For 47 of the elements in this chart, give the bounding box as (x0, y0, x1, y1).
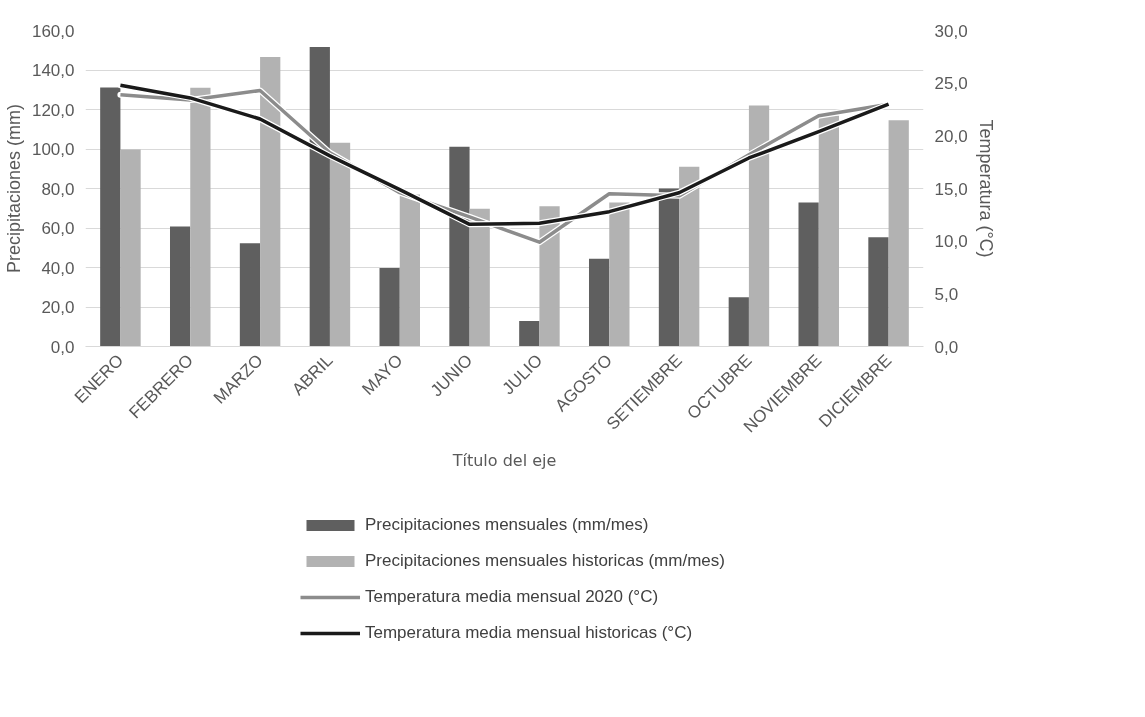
x-axis-title: Título del eje (451, 451, 557, 471)
y2-tick-label: 25,0 (934, 74, 968, 94)
bar (239, 243, 261, 347)
legend-label: Precipitaciones mensuales historicas (mm/mes) (365, 551, 725, 571)
bar (170, 226, 191, 347)
bar (449, 146, 470, 347)
bar (798, 202, 819, 347)
y2-tick-label: 10,0 (934, 232, 968, 252)
y-tick-label: 40,0 (41, 258, 75, 278)
legend-label: Precipitaciones mensuales (mm/mes) (365, 515, 649, 535)
y-tick-label: 20,0 (41, 298, 75, 317)
legend-label: Temperatura media mensual historicas (°C) (365, 623, 693, 643)
bar (190, 87, 211, 347)
bar (658, 188, 680, 347)
bar (260, 56, 281, 347)
y2-tick-label: 20,0 (934, 126, 968, 146)
y-tick-label: 80,0 (41, 179, 75, 199)
bar (379, 268, 400, 347)
bar (519, 321, 540, 347)
bar (589, 258, 610, 347)
y2-tick-label: 15,0 (934, 179, 968, 199)
bar (748, 105, 770, 347)
bar (728, 297, 749, 347)
bar (539, 206, 560, 347)
y2-tick-label: 0,0 (934, 337, 959, 357)
bar (329, 142, 351, 347)
y-axis-title: Precipitaciones (mm) (3, 103, 24, 274)
bar (868, 237, 889, 347)
bar (469, 208, 490, 347)
bar (818, 115, 839, 347)
y2-tick-label: 5,0 (934, 284, 959, 304)
y-tick-label: 100,0 (31, 140, 75, 159)
y-tick-label: 120,0 (31, 100, 75, 120)
y-tick-label: 60,0 (41, 219, 75, 238)
y2-axis-title: Temperatura (°C) (975, 119, 996, 258)
y-tick-label: 160,0 (31, 21, 75, 41)
bar (679, 166, 700, 347)
bar (309, 47, 330, 347)
y-tick-label: 0,0 (50, 337, 75, 357)
bar (399, 194, 420, 347)
y2-tick-label: 30,0 (934, 21, 968, 41)
bar (120, 149, 141, 347)
bar (100, 87, 121, 347)
bar (609, 202, 630, 347)
legend-label: Temperatura media mensual 2020 (°C) (365, 587, 659, 607)
bar (888, 120, 909, 347)
y-tick-label: 140,0 (31, 61, 75, 80)
